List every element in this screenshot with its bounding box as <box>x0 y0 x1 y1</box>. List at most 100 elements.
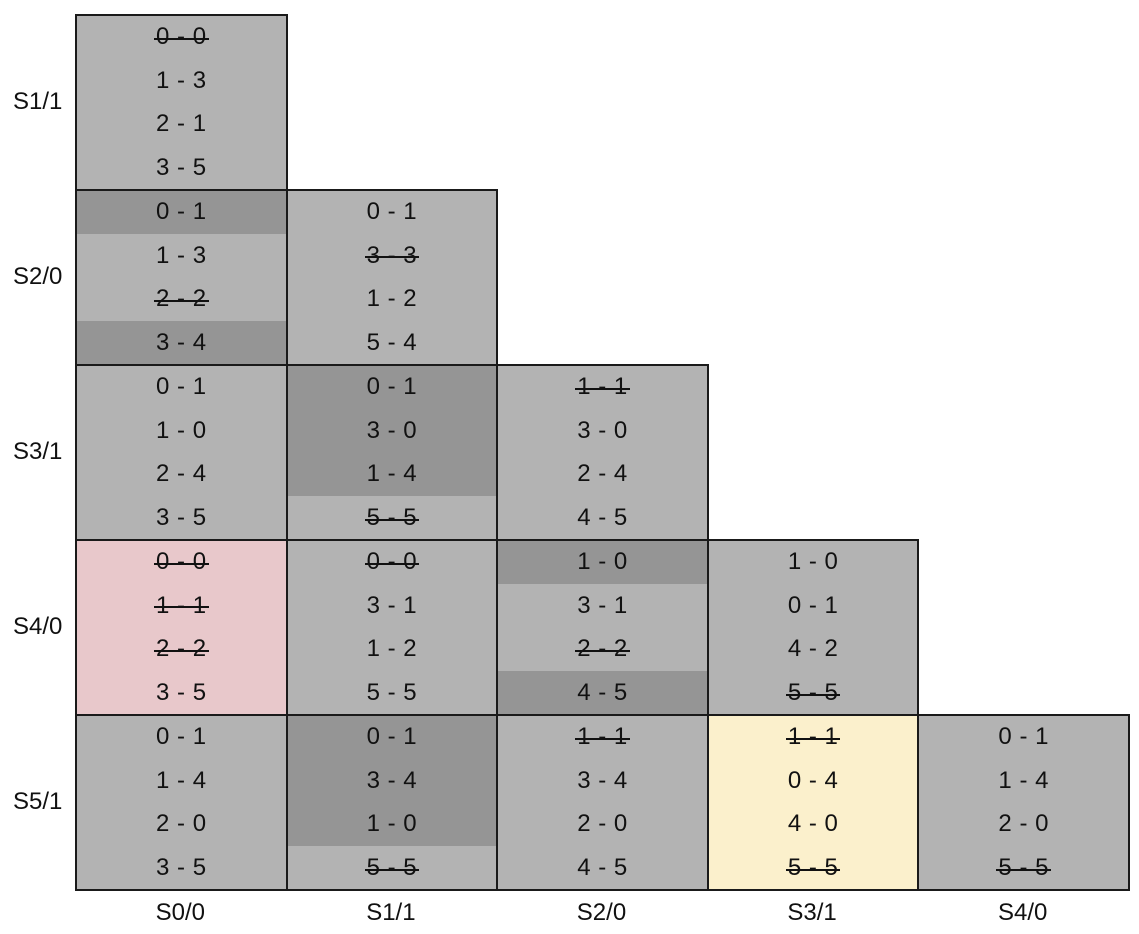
pairing-entry: 0 - 1 <box>77 716 286 759</box>
pairing-score-text: 0 - 1 <box>156 372 207 400</box>
pairing-score-text: 0 - 1 <box>366 722 418 750</box>
column-label: S4/0 <box>998 899 1048 926</box>
pairing-entry: 1 - 3 <box>77 59 286 103</box>
matrix-cell: 0 - 1 1 - 4 2 - 0 3 - 5 <box>75 714 288 891</box>
struck-pairing-entry: 0 - 0 <box>77 541 286 584</box>
matrix-cell: 0 - 0 3 - 1 1 - 2 5 - 5 <box>285 539 499 716</box>
matrix-cell: 0 - 1 3 - 0 1 - 4 5 - 5 <box>285 364 499 541</box>
pairing-score-text: 4 - 0 <box>787 810 839 838</box>
pairing-entry: 4 - 5 <box>498 671 707 714</box>
row-label: S2/0 <box>13 262 63 290</box>
pairing-entry: 3 - 4 <box>498 759 707 803</box>
struck-pairing-entry: 2 - 2 <box>77 278 286 322</box>
pairing-score-text: 1 - 2 <box>366 285 418 313</box>
row-label: S4/0 <box>13 612 63 640</box>
struck-pairing-entry: 2 - 2 <box>498 628 707 672</box>
pairing-score-text: 1 - 0 <box>577 547 628 575</box>
matrix-cell: 1 - 1 3 - 0 2 - 4 4 - 5 <box>496 364 709 541</box>
pairing-score-text: 4 - 5 <box>577 679 628 707</box>
pairing-score-text: 4 - 5 <box>577 504 628 532</box>
pairing-entry: 4 - 5 <box>498 496 707 539</box>
pairing-score-text: 2 - 4 <box>577 460 628 488</box>
pairing-score-text: 1 - 1 <box>575 372 630 400</box>
pairing-entry: 1 - 4 <box>919 759 1128 803</box>
pairing-entry: 0 - 1 <box>709 584 918 628</box>
pairing-entry: 3 - 5 <box>77 846 286 889</box>
matrix-cell: 0 - 1 3 - 3 1 - 2 5 - 4 <box>285 189 499 366</box>
pairing-entry: 2 - 0 <box>919 803 1128 847</box>
pairing-score-text: 1 - 1 <box>575 722 630 750</box>
pairing-entry: 3 - 1 <box>288 584 497 628</box>
pairing-entry: 5 - 4 <box>288 321 497 364</box>
pairing-entry: 2 - 0 <box>498 803 707 847</box>
struck-pairing-entry: 5 - 5 <box>709 846 918 889</box>
pairing-score-text: 1 - 3 <box>156 241 207 269</box>
pairing-score-text: 3 - 4 <box>366 766 418 794</box>
pairing-entry: 3 - 5 <box>77 146 286 189</box>
pairing-entry: 2 - 0 <box>77 803 286 847</box>
pairing-entry: 1 - 0 <box>709 541 918 584</box>
pairing-score-text: 4 - 2 <box>787 635 839 663</box>
pairing-score-text: 2 - 1 <box>156 110 207 138</box>
struck-pairing-entry: 5 - 5 <box>288 846 497 889</box>
column-label: S2/0 <box>576 899 627 926</box>
pairing-score-text: 3 - 0 <box>577 416 628 444</box>
pairing-score-text: 1 - 0 <box>787 547 839 575</box>
pairing-entry: 3 - 4 <box>77 321 286 364</box>
pairing-entry: 0 - 4 <box>709 759 918 803</box>
pairing-score-text: 0 - 1 <box>787 591 839 619</box>
pairing-score-text: 0 - 1 <box>156 722 207 750</box>
pairing-score-text: 3 - 3 <box>364 241 419 269</box>
pairing-entry: 3 - 5 <box>77 671 286 714</box>
pairing-score-text: 2 - 0 <box>998 810 1049 838</box>
pairing-entry: 1 - 4 <box>77 759 286 803</box>
struck-pairing-entry: 0 - 0 <box>288 541 497 584</box>
pairing-entry: 1 - 4 <box>287 452 497 497</box>
matrix-cell: 0 - 1 1 - 3 2 - 2 3 - 4 <box>75 189 288 366</box>
row-label: S1/1 <box>13 87 63 115</box>
struck-pairing-entry: 1 - 1 <box>498 366 707 409</box>
pairing-score-text: 3 - 1 <box>577 591 628 619</box>
pairing-score-text: 5 - 5 <box>785 679 840 707</box>
pairing-score-text: 2 - 2 <box>154 285 209 313</box>
pairing-score-text: 3 - 4 <box>577 766 628 794</box>
pairing-entry: 1 - 2 <box>288 628 497 672</box>
pairing-entry: 3 - 0 <box>287 408 497 453</box>
matrix-cell: 0 - 1 3 - 4 1 - 0 5 - 5 <box>285 714 499 891</box>
pairing-score-text: 0 - 0 <box>364 547 419 575</box>
pairing-score-text: 3 - 0 <box>366 416 418 444</box>
pairing-score-text: 3 - 5 <box>156 679 207 707</box>
pairing-score-text: 4 - 5 <box>577 854 628 882</box>
row-label: S3/1 <box>13 437 63 465</box>
pairing-score-text: 5 - 5 <box>996 854 1051 882</box>
pairing-entry: 1 - 3 <box>77 234 286 278</box>
pairing-score-text: 0 - 1 <box>366 372 418 400</box>
pairing-entry: 3 - 1 <box>498 584 707 628</box>
pairing-score-text: 2 - 0 <box>577 810 628 838</box>
matrix-cell: 0 - 1 1 - 4 2 - 0 5 - 5 <box>917 714 1130 891</box>
pairing-entry: 0 - 1 <box>288 191 497 234</box>
pairing-score-text: 1 - 4 <box>366 460 418 488</box>
matrix-cell: 1 - 0 0 - 1 4 - 2 5 - 5 <box>706 539 920 716</box>
struck-pairing-entry: 3 - 3 <box>288 234 497 278</box>
pairing-score-text: 5 - 5 <box>364 504 419 532</box>
pairing-score-text: 0 - 0 <box>154 547 209 575</box>
row-label: S5/1 <box>13 787 63 815</box>
pairing-score-text: 5 - 5 <box>366 679 418 707</box>
pairing-score-text: 3 - 5 <box>156 504 207 532</box>
pairing-entry: 4 - 2 <box>709 628 918 672</box>
pairing-entry: 1 - 2 <box>288 278 497 322</box>
pairing-entry: 1 - 0 <box>498 541 707 584</box>
pairing-score-text: 2 - 4 <box>156 460 207 488</box>
pairing-entry: 4 - 5 <box>498 846 707 889</box>
matrix-cell: 0 - 1 1 - 0 2 - 4 3 - 5 <box>75 364 288 541</box>
pairing-entry: 2 - 4 <box>77 453 286 497</box>
pairing-entry: 3 - 0 <box>498 409 707 453</box>
pairing-score-text: 1 - 1 <box>154 591 209 619</box>
struck-pairing-entry: 2 - 2 <box>77 628 286 672</box>
pairing-score-text: 1 - 0 <box>366 810 418 838</box>
matrix-cell: 1 - 0 3 - 1 2 - 2 4 - 5 <box>496 539 709 716</box>
pairing-entry: 3 - 4 <box>287 758 497 803</box>
struck-pairing-entry: 5 - 5 <box>709 671 918 714</box>
